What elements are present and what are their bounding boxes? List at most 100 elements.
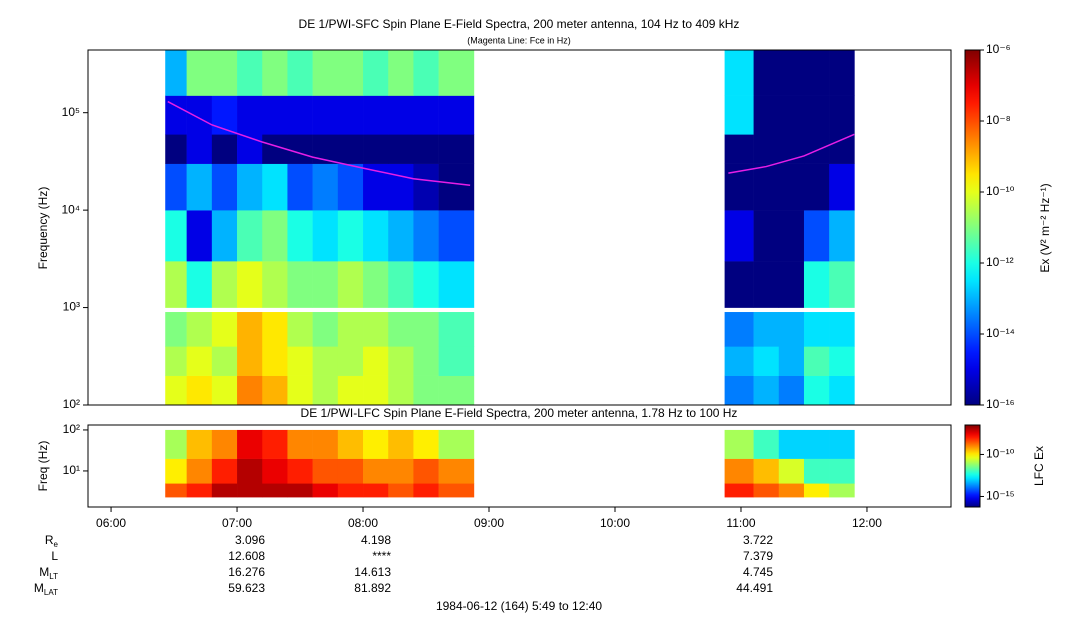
heatmap-cell [237,312,263,347]
colorbar [964,424,981,508]
heatmap-cell [165,429,187,459]
heatmap-cell [724,429,754,459]
heatmap-cell [312,312,339,347]
ephemeris-label-sub: e [54,540,59,549]
ephemeris-value: 16.276 [228,565,265,579]
heatmap-cell [287,346,313,376]
colorbar-tick-label: 10⁻⁶ [986,42,1011,56]
heatmap-cell [363,261,389,308]
heatmap-cell [724,312,754,347]
heatmap-cell [287,429,313,459]
heatmap-cell [262,429,288,459]
ephemeris-value: 3.096 [235,533,265,547]
heatmap-cell [724,483,754,498]
heatmap-cell [211,261,238,308]
heatmap-cell [363,95,389,135]
heatmap-cell [165,210,187,262]
heatmap-cell [724,261,754,308]
heatmap-cell [165,346,187,376]
heatmap-cell [237,95,263,135]
heatmap-cell [438,483,475,498]
heatmap-cell [724,50,754,96]
heatmap-cell [388,50,414,96]
heatmap-cell [312,95,339,135]
heatmap-cell [363,483,389,498]
ephemeris-label: L [51,549,58,563]
heatmap-cell [312,375,339,406]
heatmap-cell [363,346,389,376]
heatmap-cell [237,346,263,376]
heatmap-cell [803,429,830,459]
heatmap-cell [829,458,855,484]
heatmap-cell [413,458,439,484]
heatmap-cell [262,375,288,406]
heatmap-cell [312,50,339,96]
ephemeris-value: 7.379 [743,549,773,563]
y-tick-label: 10⁵ [62,105,80,119]
heatmap-cell [778,375,805,406]
heatmap-cell [211,50,238,96]
y-tick-label: 10⁴ [61,202,80,216]
heatmap-cell [262,163,288,211]
heatmap-cell [186,134,213,164]
plot-border [87,424,952,508]
heatmap-cell [753,312,780,347]
ephemeris-value: **** [372,549,391,563]
heatmap-cell [438,375,475,406]
heatmap-cell [262,210,288,262]
heatmap-cell [337,429,364,459]
heatmap-cell [237,458,263,484]
heatmap-cell [237,375,263,406]
heatmap-cell [829,375,855,406]
heatmap-cell [237,210,263,262]
x-tick-label: 11:00 [726,516,755,530]
heatmap-cell [337,261,364,308]
heatmap-cell [388,261,414,308]
heatmap-cell [287,134,313,164]
heatmap-cell [778,483,805,498]
heatmap-cell [778,95,805,135]
heatmap-cell [753,346,780,376]
ephemeris-label-sub: LT [49,572,58,581]
heatmap-cell [753,483,780,498]
colorbar-tick-label: 10⁻¹⁰ [986,184,1015,198]
heatmap-cell [186,429,213,459]
x-tick-label: 09:00 [474,516,504,530]
heatmap-cell [165,95,187,135]
heatmap-cell [262,483,288,498]
heatmap-cell [165,312,187,347]
heatmap-cell [237,261,263,308]
heatmap-cell [363,429,389,459]
x-tick-label: 07:00 [222,516,252,530]
heatmap-cell [165,261,187,308]
heatmap-cell [337,312,364,347]
heatmap-cell [287,483,313,498]
heatmap-cell [724,210,754,262]
heatmap-cell [753,261,780,308]
colorbar-tick-label: 10⁻¹⁴ [986,326,1015,340]
heatmap-cell [413,210,439,262]
ephemeris-label: MLAT [34,581,58,597]
heatmap-cell [753,375,780,406]
ephemeris-value: 3.722 [743,533,773,547]
heatmap-cell [312,210,339,262]
heatmap-cell [438,210,475,262]
heatmap-cell [724,375,754,406]
heatmap-cell [287,50,313,96]
heatmap-cell [237,50,263,96]
heatmap-cell [829,429,855,459]
heatmap-cell [803,346,830,376]
heatmap-cell [413,50,439,96]
heatmap-cell [211,312,238,347]
heatmap-cell [262,346,288,376]
heatmap-cell [262,312,288,347]
heatmap-cell [438,50,475,96]
heatmap-cell [388,375,414,406]
heatmap-cell [388,429,414,459]
heatmap-cell [186,210,213,262]
heatmap-cell [829,163,855,211]
heatmap-cell [312,429,339,459]
heatmap-cell [438,458,475,484]
heatmap-cell [211,134,238,164]
